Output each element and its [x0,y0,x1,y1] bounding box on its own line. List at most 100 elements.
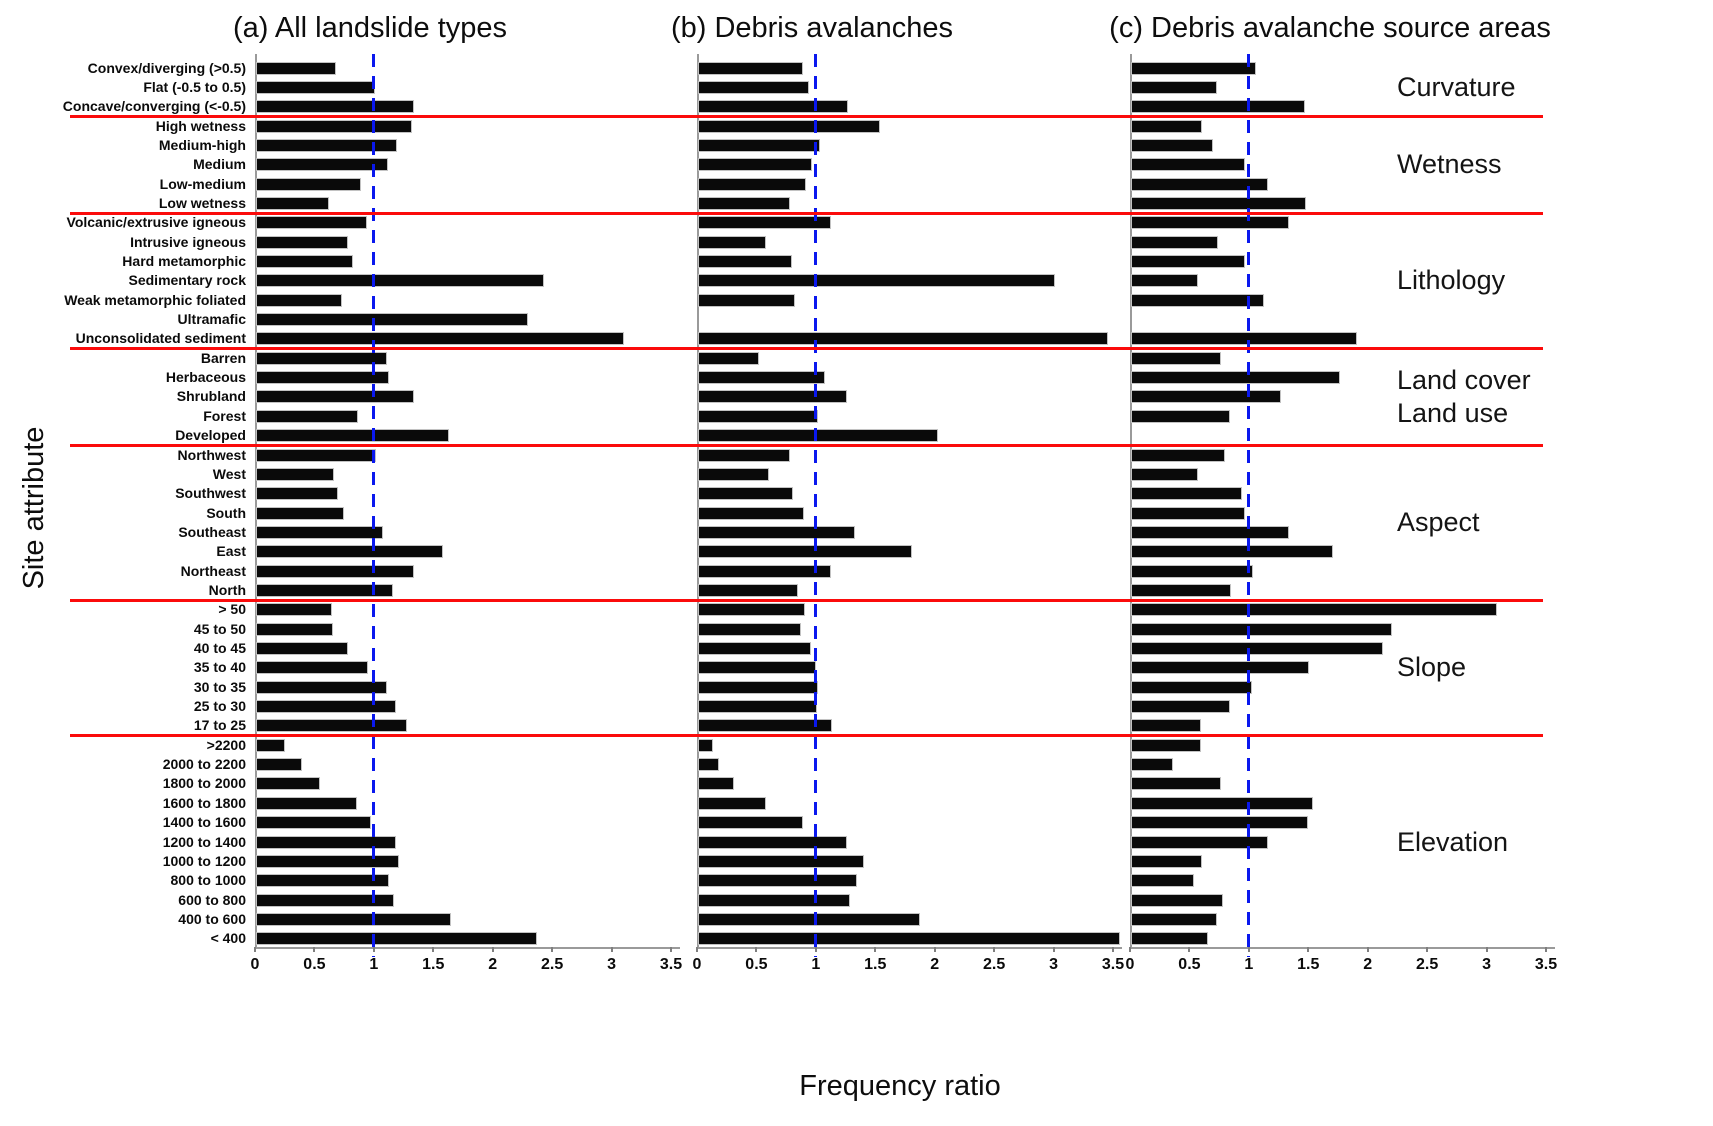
bar [256,274,544,288]
bar [698,758,720,772]
bar [256,545,443,559]
bar [1131,912,1217,926]
bar [1131,61,1256,75]
row-label: 40 to 45 [193,640,246,656]
reference-line [372,54,376,957]
x-axis-line [696,947,1122,949]
bar [1131,487,1242,501]
category-separator-line [70,347,1543,351]
bar [1131,371,1341,385]
bar [698,371,826,385]
x-tick [1485,947,1488,952]
row-label: South [206,504,246,521]
bar [698,835,847,849]
bar [1131,545,1334,559]
panel-c-title: (c) Debris avalanche source areas [1109,12,1551,44]
category-label: Land cover Land use [1397,364,1531,428]
row-label: Medium [193,156,246,173]
bar [256,158,388,172]
category-label: Lithology [1397,265,1506,296]
bar [698,525,855,539]
panel-a-title: (a) All landslide types [232,12,508,44]
category-separator-line [70,443,1543,447]
x-tick-label: 2 [1363,956,1373,973]
x-tick [993,947,996,952]
bar [256,525,384,539]
bar [698,293,796,307]
bar [698,177,807,191]
bar [256,371,390,385]
x-tick-label: 1.5 [864,956,887,973]
bar [698,796,766,810]
y-axis-line [255,54,257,947]
row-label: > 50 [218,601,246,618]
x-tick [432,947,435,952]
bar [256,177,361,191]
bar [698,119,880,133]
bar [698,80,809,94]
bar [256,719,407,733]
bar [698,816,803,830]
bar [698,932,1120,946]
bar [698,351,759,365]
x-tick [1366,947,1369,952]
row-label: 1600 to 1800 [162,794,246,811]
x-tick [610,947,613,952]
bar [256,893,394,907]
bar [256,796,358,810]
x-tick-label: 3 [1482,956,1492,973]
bar [256,216,367,230]
bar [256,390,415,404]
bar [698,138,821,152]
bar [698,506,804,520]
bar [1131,932,1209,946]
bar [256,758,303,772]
x-tick-label: 2.5 [983,956,1006,973]
category-label: Curvature [1397,71,1516,102]
row-label: Shrubland [176,388,246,405]
bar [256,235,348,249]
bar [698,467,770,481]
row-label: Northeast [180,562,246,579]
bar [1131,448,1225,462]
bar [698,661,816,675]
category-separator-line [70,211,1543,215]
bar [1131,158,1246,172]
x-tick-label: 3 [1049,956,1059,973]
x-tick-label: 1 [1244,956,1254,973]
panel-b-title: (b) Debris avalanches [670,12,954,44]
bar [1131,564,1254,578]
bar [1131,700,1230,714]
bar [698,893,851,907]
bar [1131,525,1290,539]
bar [256,429,449,443]
x-tick-label: 3.5 [1101,956,1125,973]
reference-line [814,54,818,957]
row-label: North [208,581,246,598]
bar [1131,642,1383,655]
bar [698,874,858,888]
bar [1131,816,1309,830]
bar [698,409,819,423]
bar [256,874,390,888]
bar [256,506,344,520]
row-label: Low wetness [158,194,246,211]
row-label: Weak metamorphic foliated [64,291,246,308]
bar [256,816,372,830]
row-label: 35 to 40 [193,659,246,676]
row-label: Flat (-0.5 to 0.5) [143,78,246,95]
x-tick-label: 1.5 [422,956,445,973]
bar [698,216,832,230]
row-label: Convex/diverging (>0.5) [87,59,246,76]
bar [1131,719,1202,733]
row-label: Sedimentary rock [128,272,247,289]
row-label: 17 to 25 [193,717,246,734]
x-tick-label: 2 [930,956,940,973]
row-label: Intrusive igneous [130,233,246,250]
bar [698,429,939,443]
bar [256,255,354,268]
bar [698,583,798,597]
row-label: Southeast [178,523,246,540]
category-label: Wetness [1397,149,1502,180]
bar [256,409,359,423]
